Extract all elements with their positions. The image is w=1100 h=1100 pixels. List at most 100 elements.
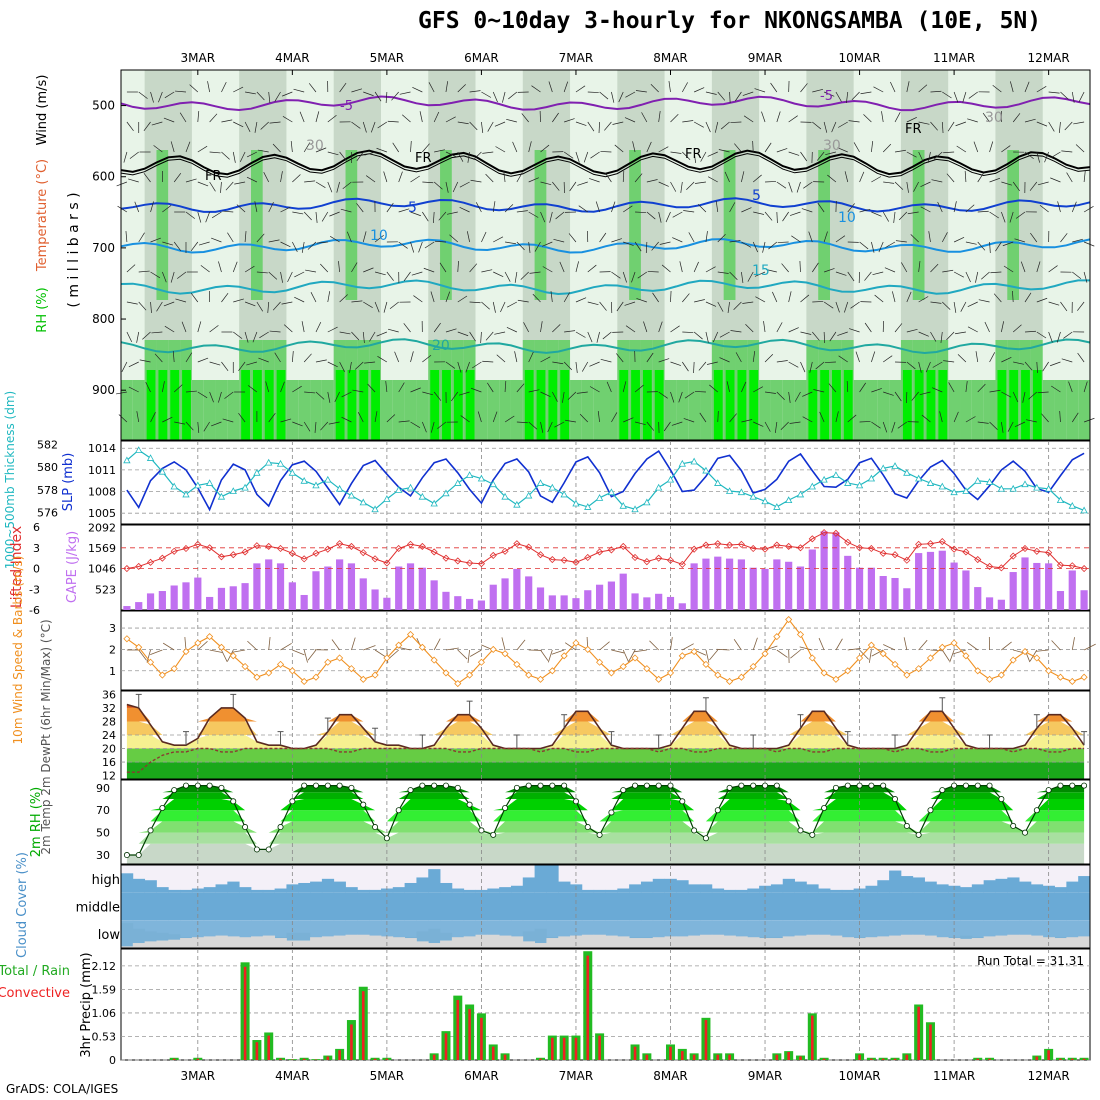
wind-barb — [329, 211, 340, 217]
thickness-point — [1080, 506, 1088, 514]
wind-barb — [646, 141, 652, 153]
wind-barb — [268, 637, 271, 651]
wind-barb — [303, 211, 312, 221]
wind-barb — [1050, 177, 1061, 183]
rh2m-point — [206, 782, 213, 789]
cloud-bar — [298, 892, 311, 921]
wind-barb — [680, 181, 683, 193]
wind-barb — [788, 361, 799, 368]
wind-barb — [752, 351, 756, 363]
contour-label: 10 — [370, 228, 388, 244]
wind-barb — [128, 361, 139, 368]
wind-barb — [138, 301, 147, 311]
wind-barb — [847, 203, 855, 213]
cloud-bar — [617, 888, 630, 893]
rh-column — [605, 380, 618, 440]
rh2m-point — [301, 782, 308, 789]
rh-column — [156, 150, 169, 300]
rain-convective-bar — [444, 1033, 448, 1060]
wind-barb — [528, 211, 539, 218]
wind-barb — [734, 143, 742, 153]
wind-barb — [670, 361, 682, 366]
wind-barb — [341, 416, 352, 423]
thickness-point — [595, 494, 604, 501]
cloud-bar — [770, 892, 784, 921]
wind-barb — [1042, 361, 1049, 372]
wind-barb — [693, 151, 697, 163]
thickness-point — [584, 503, 592, 510]
wind-barb — [181, 321, 187, 333]
temp-tick-label: 32 — [102, 702, 116, 715]
wind-barb — [439, 262, 447, 273]
lifted-index-point — [666, 556, 675, 564]
wind-barb — [768, 241, 778, 250]
rh-column — [465, 370, 475, 440]
wind-speed-point — [938, 643, 946, 651]
wind-barb — [1014, 421, 1026, 427]
lifted-index-point — [536, 551, 545, 559]
wind-barb — [200, 265, 210, 273]
rh-column — [688, 70, 701, 440]
cloud-level-label: middle — [76, 901, 120, 916]
wind-barb — [1025, 419, 1037, 423]
cloud-bar — [818, 892, 831, 921]
lifted-index-point — [974, 555, 982, 564]
wind-barb — [812, 301, 824, 303]
wind-barb — [1012, 181, 1020, 192]
cape-bar — [1045, 563, 1053, 610]
wind-barb — [280, 642, 292, 651]
thickness-point — [1056, 496, 1065, 504]
rh-column — [688, 380, 701, 440]
wind-barb — [362, 331, 365, 343]
rh-column — [818, 150, 831, 300]
thickness-point — [974, 476, 982, 484]
wind-barb — [340, 208, 352, 213]
wind-speed-point — [276, 660, 285, 668]
wind-barb — [602, 331, 612, 340]
wind-speed-point — [217, 643, 226, 651]
rh-column — [713, 370, 723, 440]
lifted-index-point — [1056, 561, 1065, 569]
wind-barb — [741, 241, 752, 248]
wind-barb — [308, 83, 317, 93]
wind-barb — [457, 361, 462, 373]
wind-barb — [683, 210, 695, 213]
wind-barb — [315, 391, 325, 400]
wind-barb — [651, 241, 659, 251]
wind-barb — [410, 211, 421, 217]
rh2m-point — [844, 782, 851, 789]
wind-speed-point — [253, 673, 261, 681]
cape-bar — [855, 567, 864, 610]
wind-barb — [280, 206, 291, 213]
lifted-index-point — [619, 542, 627, 550]
wind-barb — [232, 151, 236, 163]
rh2m-point — [762, 782, 769, 789]
wind-barb — [742, 301, 754, 304]
wind-barb — [1037, 391, 1049, 394]
cloud-bar — [121, 892, 134, 921]
rh-column — [404, 70, 417, 440]
rh-band — [126, 792, 1085, 799]
wind-barb — [492, 411, 498, 423]
wind-barb — [624, 301, 636, 306]
wind-barb — [1020, 261, 1026, 273]
wind-barb — [520, 271, 529, 280]
wind-barb — [549, 211, 553, 223]
wind-barb — [136, 411, 140, 423]
wind-barb — [894, 112, 901, 123]
lifted-index-point — [655, 554, 663, 562]
lifted-index-point — [383, 559, 391, 567]
rh-column — [241, 370, 250, 440]
wind-barb — [918, 261, 921, 273]
wind-barb — [374, 649, 387, 658]
wind-barb — [658, 321, 663, 333]
wind-speed-point — [170, 665, 178, 673]
thickness-point — [702, 466, 710, 474]
wind-barb — [422, 211, 429, 222]
cloud-bar — [806, 884, 819, 893]
cloud-bar — [581, 892, 595, 921]
cloud-bar — [286, 892, 299, 921]
lifted-index-point — [891, 551, 899, 559]
wind-barb — [268, 413, 276, 423]
low-cloud-bar — [912, 934, 925, 948]
